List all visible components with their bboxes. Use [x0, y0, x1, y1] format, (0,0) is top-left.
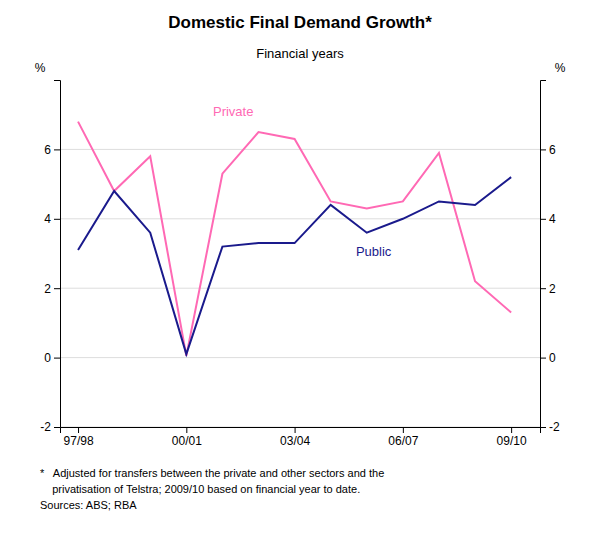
tick-label: 97/98: [64, 434, 94, 448]
y-axis: -2 0 2 4 6: [40, 81, 60, 435]
tick: 6: [44, 143, 60, 157]
tick-label: 2: [549, 282, 556, 296]
tick-label: 0: [44, 351, 51, 365]
tick: 0: [540, 351, 556, 365]
tick-mark: [540, 219, 546, 220]
y2-axis-label: %: [555, 61, 566, 75]
line: [78, 122, 511, 356]
tick-mark: [54, 358, 60, 359]
tick-label: -2: [40, 420, 51, 434]
axis-line: [541, 81, 547, 428]
tick: 0: [44, 351, 60, 365]
tick-mark: [295, 427, 296, 433]
plot: 97/98 00/01 03/04 06/07 09/10 -2 0 2 4 6 -2 0 2 4 6 Pri…: [40, 81, 560, 448]
tick: 4: [44, 212, 60, 226]
tick-label: 4: [44, 212, 51, 226]
tick-label: 09/10: [497, 434, 527, 448]
tick: 06/07: [388, 427, 418, 448]
tick-mark: [540, 358, 546, 359]
axis-line: [54, 81, 61, 428]
tick: -2: [40, 420, 60, 434]
annotation: Public: [356, 244, 392, 259]
tick-mark: [511, 427, 512, 433]
tick-mark: [78, 427, 79, 433]
tick-label: -2: [549, 420, 560, 434]
tick-mark: [54, 219, 60, 220]
footnote: privatisation of Telstra; 2009/10 based …: [40, 483, 360, 495]
tick-label: 2: [44, 282, 51, 296]
tick-label: 6: [549, 143, 556, 157]
tick-mark: [54, 149, 60, 150]
tick-label: 00/01: [172, 434, 202, 448]
chart: Domestic Final Demand Growth* Financial y…: [0, 0, 600, 549]
line: [78, 177, 511, 354]
tick: 2: [540, 282, 556, 296]
tick-mark: [540, 427, 546, 428]
tick: 03/04: [280, 427, 310, 448]
grid: [60, 149, 540, 427]
footnote: * Adjusted for transfers between the pri…: [40, 467, 384, 479]
tick-mark: [54, 427, 60, 428]
tick-label: 4: [549, 212, 556, 226]
axis-line: [61, 428, 541, 434]
lines: [78, 122, 511, 356]
tick-label: 6: [44, 143, 51, 157]
annotation: Private: [213, 104, 253, 119]
x-axis: 97/98 00/01 03/04 06/07 09/10: [61, 427, 541, 448]
y2-axis: -2 0 2 4 6: [540, 81, 560, 435]
grid-line: [60, 218, 540, 219]
subtitle: Financial years: [256, 46, 344, 61]
tick-label: 0: [549, 351, 556, 365]
tick: 6: [540, 143, 556, 157]
tick: 00/01: [172, 427, 202, 448]
tick: 97/98: [64, 427, 94, 448]
tick: 09/10: [497, 427, 527, 448]
grid-line: [60, 288, 540, 289]
tick: 4: [540, 212, 556, 226]
tick: -2: [540, 420, 560, 434]
grid-line: [60, 357, 540, 358]
title: Domestic Final Demand Growth*: [168, 13, 432, 32]
tick-mark: [186, 427, 187, 433]
tick-mark: [540, 149, 546, 150]
tick-label: 06/07: [388, 434, 418, 448]
tick-mark: [403, 427, 404, 433]
y-axis-label: %: [35, 61, 46, 75]
tick-mark: [540, 288, 546, 289]
tick-label: 03/04: [280, 434, 310, 448]
footnote: Sources: ABS; RBA: [40, 499, 137, 511]
tick: 2: [44, 282, 60, 296]
tick-mark: [54, 288, 60, 289]
annotations: Private Public: [213, 104, 392, 259]
